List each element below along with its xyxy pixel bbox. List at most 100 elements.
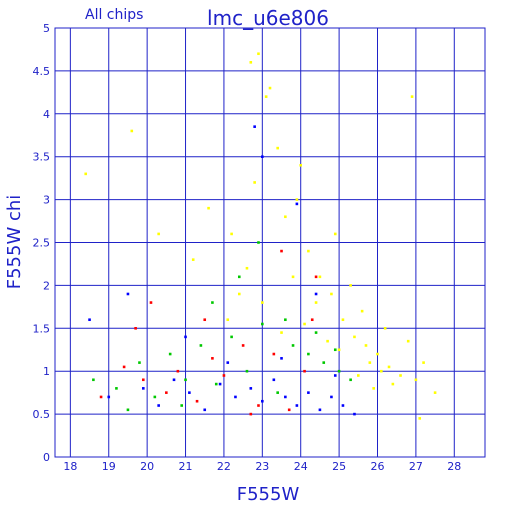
data-point [406,339,410,343]
data-point [414,378,418,382]
data-point [333,348,337,352]
data-point [138,361,141,364]
data-point [107,395,111,399]
data-point [353,335,356,339]
data-point [211,357,214,360]
data-point [284,395,287,399]
data-point [257,52,260,56]
data-point [257,241,260,244]
data-point [168,352,172,356]
y-tick-label: 1 [43,365,50,378]
data-point [176,369,180,373]
data-point [268,86,272,90]
data-point [165,391,168,394]
data-point [207,206,210,210]
x-axis-label: F555W [237,484,300,505]
data-point [318,408,322,412]
x-tick-label: 18 [63,460,77,473]
x-tick-label: 20 [140,460,154,473]
data-point [307,391,310,394]
y-tick-label: 3.5 [33,151,51,164]
y-tick-label: 4.5 [33,65,51,78]
data-point [333,232,337,236]
data-point [249,412,253,416]
data-point [353,412,356,416]
data-point [299,163,303,167]
data-point [261,155,264,158]
data-point [341,404,345,407]
chart-subtitle: All chips [85,7,143,23]
data-point [249,61,253,64]
x-tick-label: 27 [409,460,423,473]
data-point [157,232,160,236]
data-point [422,361,425,364]
data-point [295,202,299,206]
data-point [203,318,207,322]
data-point [122,365,126,369]
data-point [280,357,283,360]
data-point [249,387,253,390]
data-point [184,378,187,382]
grid-lines [55,27,485,458]
data-point [195,399,199,403]
data-point [284,215,287,219]
y-tick-label: 0.5 [33,408,51,421]
data-point [199,344,203,347]
data-point [88,318,91,322]
y-tick-label: 2.5 [33,237,51,250]
data-point [322,361,326,364]
data-point [172,378,176,382]
data-point [330,292,333,296]
data-point [191,258,195,261]
data-point [180,404,183,407]
data-point [261,399,264,403]
data-point [383,327,387,330]
series-1 [92,241,352,412]
data-point [245,369,249,373]
series-2 [99,249,318,416]
series-0 [84,52,437,420]
data-point [372,387,375,390]
data-point [380,369,383,373]
data-point [272,378,276,382]
y-tick-label: 2 [43,279,50,292]
data-point [333,374,337,377]
data-point [276,146,279,150]
data-point [307,352,310,356]
data-point [214,382,218,386]
plot-frame [54,27,486,458]
data-point [314,275,318,279]
data-point [391,382,395,386]
data-point [337,369,341,373]
data-point [211,301,214,304]
data-point [364,344,368,347]
data-point [142,387,145,390]
data-point [287,408,291,412]
data-point [399,374,402,377]
y-tick-label: 0 [43,451,50,464]
data-point [357,374,360,377]
data-point [261,322,264,326]
data-point [284,318,287,322]
data-point [264,95,268,98]
data-point [272,352,276,356]
data-point [92,378,95,382]
data-point [341,318,345,322]
data-point [418,417,422,420]
data-point [134,327,137,330]
data-point [99,395,103,399]
data-point [310,318,314,322]
data-point [222,374,226,377]
data-point [203,408,207,412]
data-point [237,275,241,279]
data-point [376,352,379,356]
y-tick-label: 5 [43,22,50,35]
data-point [314,292,318,296]
data-point [337,348,341,352]
data-point [303,369,306,373]
x-tick-label: 19 [102,460,116,473]
chart-title: lmc_u6e806 [207,6,329,30]
data-point [280,331,283,334]
x-tick-label: 22 [217,460,231,473]
data-point [291,275,295,279]
